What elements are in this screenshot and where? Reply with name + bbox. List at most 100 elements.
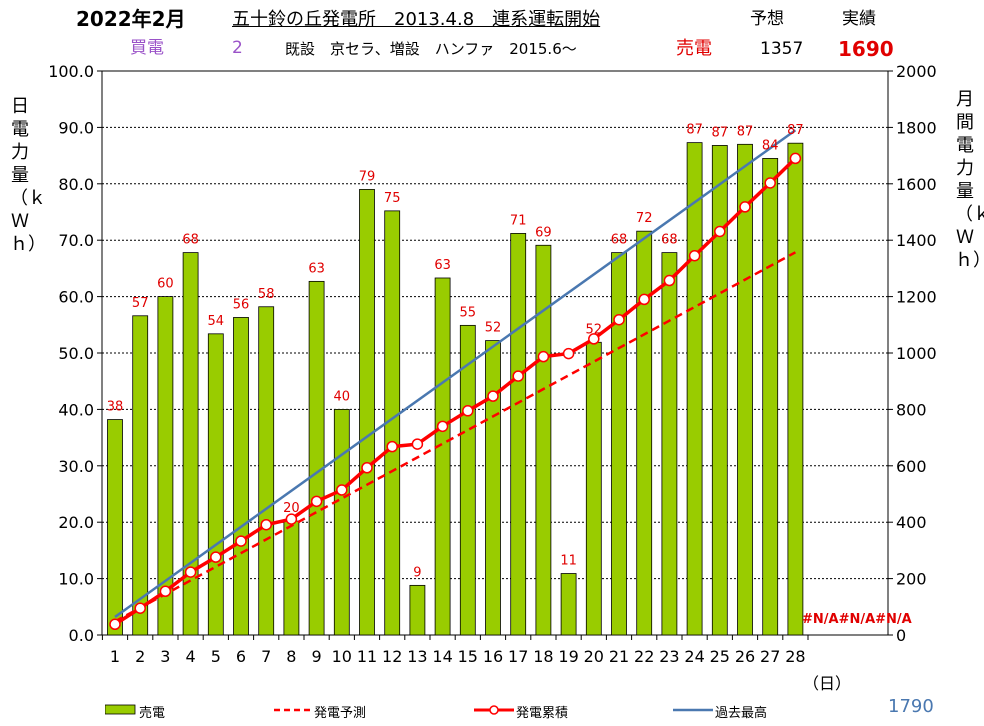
bar (182, 252, 199, 636)
cumulative-point (436, 420, 449, 433)
bar (258, 306, 275, 636)
cumulative-point (764, 177, 776, 189)
x-tick-label: 21 (609, 647, 629, 666)
cumulative-point (134, 602, 146, 614)
legend-item-cumulative: 発電累積 (474, 700, 614, 721)
y-left-tick-label: 10.0 (58, 570, 94, 589)
x-tick-label: 27 (760, 647, 780, 666)
cumulative-point (411, 438, 424, 450)
x-tick-label: 16 (483, 647, 503, 666)
data-label: 54 (208, 314, 225, 329)
cumulative-point (386, 440, 398, 453)
data-label: 56 (233, 297, 250, 312)
bar (459, 324, 476, 636)
y-left-tick-label: 60.0 (58, 288, 94, 307)
bar (233, 317, 249, 636)
bar (711, 145, 728, 636)
cumulative-line (114, 157, 797, 626)
chart: 0.0 0 10.0 200 20.0 400 30.0 600 40.0 800 50.0 1000… (48, 62, 937, 666)
bar (157, 296, 174, 636)
bar (560, 573, 577, 636)
data-label: 75 (384, 191, 401, 206)
x-tick-label: 3 (160, 647, 170, 666)
forecast-value: 1357 (760, 39, 804, 59)
data-label: 52 (485, 321, 502, 336)
bar (585, 341, 602, 636)
bar (787, 142, 804, 636)
y-right-tick-label: 1600 (896, 175, 937, 194)
past-max-value: 1790 (888, 696, 934, 717)
data-label: 40 (334, 389, 351, 404)
data-label: 71 (510, 213, 527, 228)
x-tick-label: 5 (211, 647, 221, 666)
y-left-tick-label: 30.0 (58, 457, 94, 476)
cumulative-point (562, 347, 575, 360)
bar (737, 143, 753, 636)
cumulative-point (789, 152, 802, 165)
legend-item-forecast: 発電予測 (274, 700, 414, 721)
bar (308, 280, 325, 636)
bar (434, 277, 451, 636)
bar (686, 142, 703, 636)
y-right-tick-label: 2000 (896, 62, 937, 81)
bar (661, 252, 678, 636)
x-tick-label: 25 (710, 647, 730, 666)
cumulative-point (462, 405, 474, 417)
data-label: 38 (107, 400, 124, 415)
data-label: 87 (737, 124, 754, 139)
data-label: 68 (611, 233, 628, 248)
data-label: 63 (308, 261, 325, 276)
y-right-tick-label: 400 (896, 513, 927, 532)
cumulative-point (336, 484, 348, 496)
actual-header: 実績 (842, 9, 876, 29)
data-label: 79 (359, 169, 376, 184)
past-max-line (114, 129, 797, 618)
forecast-header: 予想 (750, 9, 784, 29)
bar (485, 340, 501, 636)
cumulative-point (260, 518, 272, 531)
cumulative-point (663, 274, 676, 287)
y-left-tick-label: 70.0 (58, 231, 94, 250)
data-label: 55 (460, 305, 477, 320)
cumulative-point (739, 201, 751, 213)
y-left-tick-label: 80.0 (58, 175, 94, 194)
x-tick-label: 14 (432, 647, 452, 666)
x-tick-label: 2 (135, 647, 145, 666)
cumulative-point (588, 333, 600, 345)
x-tick-label: 18 (533, 647, 553, 666)
x-tick-label: 13 (407, 647, 427, 666)
page-title: 五十鈴の丘発電所 2013.4.8 連系運転開始 (232, 9, 601, 30)
data-label: 63 (434, 258, 451, 273)
y-left-tick-label: 20.0 (58, 513, 94, 532)
x-tick-label: 6 (236, 647, 246, 666)
bar (207, 333, 224, 636)
y-right-tick-label: 600 (896, 457, 927, 476)
y-right-tick-label: 1200 (896, 288, 937, 307)
y-left-tick-label: 90.0 (58, 118, 94, 137)
bar (535, 244, 552, 636)
data-label: 84 (762, 138, 779, 153)
x-tick-label: 9 (312, 647, 322, 666)
na-label: #N/A#N/A#N/A (802, 612, 912, 627)
x-tick-label: 15 (458, 647, 478, 666)
x-tick-label: 26 (735, 647, 755, 666)
x-tick-label: 23 (659, 647, 679, 666)
cumulative-point (487, 390, 499, 402)
data-label: 60 (157, 277, 174, 292)
cumulative-point (109, 618, 121, 631)
x-tick-label: 19 (558, 647, 578, 666)
legend-label-cumulative: 発電累積 (516, 706, 569, 721)
data-label: 87 (712, 125, 729, 140)
cumulative-point (235, 535, 247, 547)
bar (132, 315, 149, 636)
data-label: 11 (560, 554, 577, 569)
cumulative-point (537, 350, 550, 363)
data-label: 57 (132, 296, 149, 311)
bar (359, 189, 375, 636)
y-axis-right-title: 月間電力量（ｋＷｈ） (955, 89, 984, 271)
x-tick-label: 17 (508, 647, 528, 666)
legend-label-past-max: 過去最高 (715, 706, 768, 721)
y-right-tick-label: 1000 (896, 344, 937, 363)
y-right-tick-label: 1400 (896, 231, 937, 250)
legend-label-forecast: 発電予測 (314, 706, 367, 721)
